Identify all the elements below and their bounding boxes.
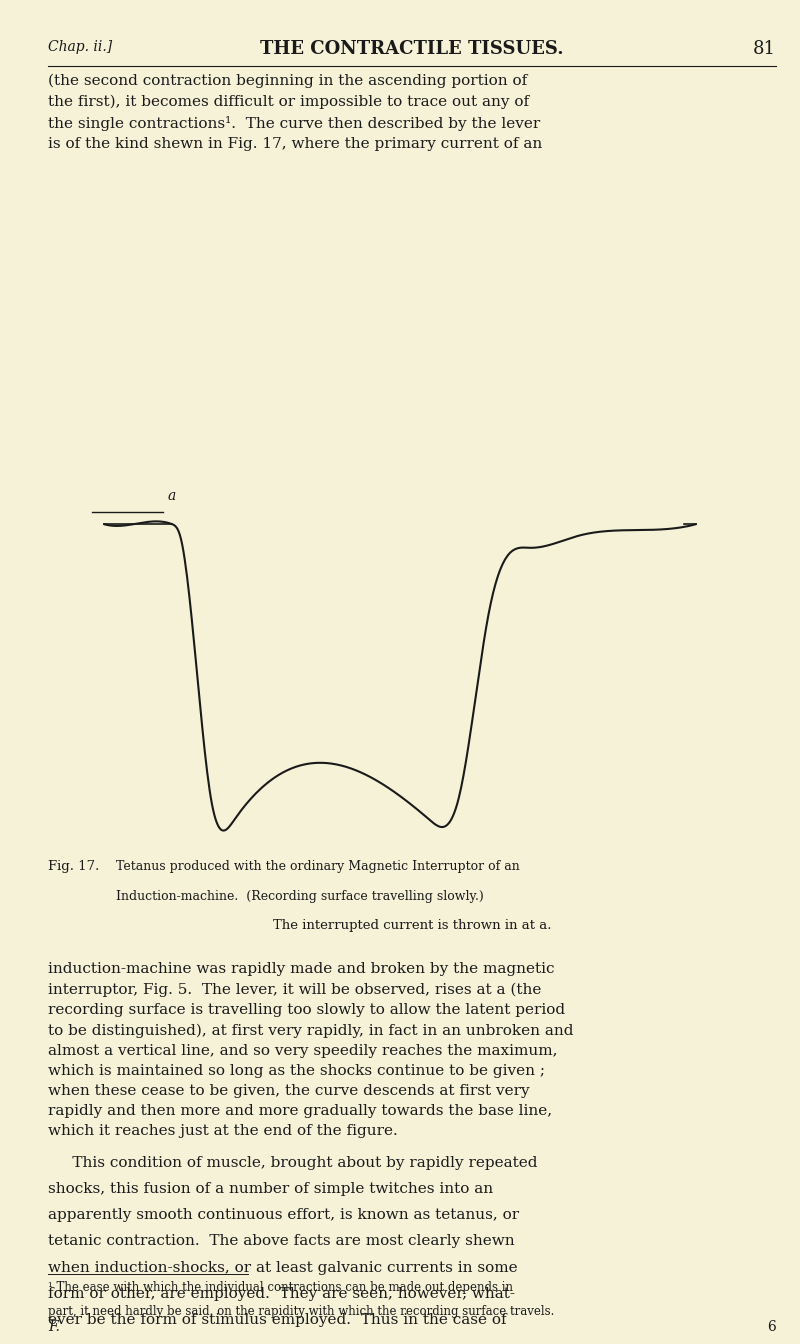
Text: F.: F.: [48, 1320, 60, 1333]
Text: Chap. ii.]: Chap. ii.]: [48, 40, 112, 54]
Text: (the second contraction beginning in the ascending portion of
the first), it bec: (the second contraction beginning in the…: [48, 74, 542, 151]
Text: Tetanus produced with the ordinary Magnetic Interruptor of an: Tetanus produced with the ordinary Magne…: [116, 860, 520, 874]
Text: tetanic contraction.  The above facts are most clearly shewn: tetanic contraction. The above facts are…: [48, 1234, 514, 1249]
Text: THE CONTRACTILE TISSUES.: THE CONTRACTILE TISSUES.: [260, 40, 564, 58]
Text: 81: 81: [753, 40, 776, 58]
Text: ¹ The ease with which the individual contractions can be made out depends in: ¹ The ease with which the individual con…: [48, 1281, 513, 1294]
Text: shocks, this fusion of a number of simple twitches into an: shocks, this fusion of a number of simpl…: [48, 1183, 493, 1196]
Text: Induction-machine.  (Recording surface travelling slowly.): Induction-machine. (Recording surface tr…: [116, 890, 484, 903]
Text: form or other, are employed.  They are seen, however, what-: form or other, are employed. They are se…: [48, 1288, 515, 1301]
Text: when induction-shocks, or at least galvanic currents in some: when induction-shocks, or at least galva…: [48, 1261, 518, 1274]
Text: 6: 6: [767, 1320, 776, 1333]
Text: apparently smooth continuous effort, is known as tetanus, or: apparently smooth continuous effort, is …: [48, 1208, 519, 1222]
Text: The interrupted current is thrown in at a.: The interrupted current is thrown in at …: [273, 919, 551, 933]
Text: a: a: [168, 489, 176, 503]
Text: ever be the form of stimulus employed.  Thus in the case of: ever be the form of stimulus employed. T…: [48, 1313, 506, 1327]
Text: This condition of muscle, brought about by rapidly repeated: This condition of muscle, brought about …: [48, 1156, 538, 1169]
Text: Fig. 17.: Fig. 17.: [48, 860, 108, 874]
Text: part, it need hardly be said, on the rapidity with which the recording surface t: part, it need hardly be said, on the rap…: [48, 1305, 554, 1318]
Text: induction-machine was rapidly made and broken by the magnetic
interruptor, Fig. : induction-machine was rapidly made and b…: [48, 962, 574, 1138]
